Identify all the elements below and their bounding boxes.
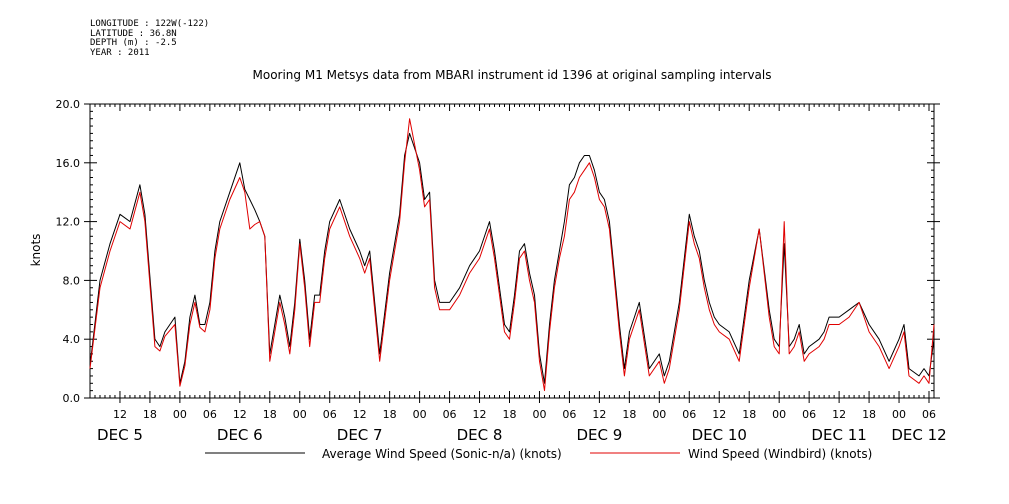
legend-label-1: Average Wind Speed (Sonic-n/a) (knots) bbox=[322, 447, 562, 461]
hour-tick-label: 18 bbox=[622, 408, 636, 421]
hour-tick-label: 18 bbox=[742, 408, 756, 421]
y-tick-label: 20.0 bbox=[56, 98, 81, 111]
hour-tick-label: 18 bbox=[862, 408, 876, 421]
metadata-block: LONGITUDE : 122W(-122) LATITUDE : 36.8N … bbox=[90, 19, 210, 58]
day-label: DEC 5 bbox=[97, 426, 143, 444]
hour-tick-label: 18 bbox=[263, 408, 277, 421]
hour-tick-label: 06 bbox=[323, 408, 337, 421]
y-tick-label: 12.0 bbox=[56, 216, 81, 229]
x-axis: 12 18 00 06 12 18 00 06 12 18 00 06 12 18 00 06 12 18 00 06… bbox=[89, 104, 947, 444]
y-tick-label: 0.0 bbox=[63, 392, 81, 405]
y-axis: 0.0 4.0 8.0 12.0 16.0 20.0 bbox=[56, 98, 940, 405]
legend-label-2: Wind Speed (Windbird) (knots) bbox=[688, 447, 872, 461]
legend: Average Wind Speed (Sonic-n/a) (knots) Wi… bbox=[205, 447, 872, 461]
hour-tick-label: 12 bbox=[712, 408, 726, 421]
hour-tick-label: 12 bbox=[353, 408, 367, 421]
hour-tick-label: 00 bbox=[293, 408, 307, 421]
day-label: DEC 10 bbox=[692, 426, 747, 444]
day-label: DEC 9 bbox=[576, 426, 622, 444]
hour-tick-label: 00 bbox=[173, 408, 187, 421]
series-line-2 bbox=[89, 118, 935, 392]
hour-tick-label: 12 bbox=[832, 408, 846, 421]
series-group bbox=[89, 118, 935, 392]
hour-tick-label: 18 bbox=[383, 408, 397, 421]
hour-tick-label: 06 bbox=[203, 408, 217, 421]
year-label: YEAR : 2011 bbox=[90, 47, 150, 58]
hour-tick-label: 18 bbox=[143, 408, 157, 421]
hour-tick-label: 06 bbox=[562, 408, 576, 421]
hour-tick-label: 12 bbox=[473, 408, 487, 421]
series-line-1 bbox=[89, 132, 935, 384]
hour-tick-label: 00 bbox=[652, 408, 666, 421]
day-label: DEC 7 bbox=[337, 426, 383, 444]
hour-tick-label: 06 bbox=[922, 408, 936, 421]
latitude-label: LATITUDE : 36.8N bbox=[90, 28, 177, 39]
y-tick-label: 4.0 bbox=[63, 333, 81, 346]
day-label: DEC 8 bbox=[457, 426, 503, 444]
day-label: DEC 11 bbox=[811, 426, 866, 444]
hour-tick-label: 00 bbox=[532, 408, 546, 421]
hour-tick-label: 00 bbox=[413, 408, 427, 421]
y-tick-label: 16.0 bbox=[56, 157, 81, 170]
longitude-label: LONGITUDE : 122W(-122) bbox=[90, 19, 210, 29]
hour-tick-label: 12 bbox=[233, 408, 247, 421]
chart-title: Mooring M1 Metsys data from MBARI instru… bbox=[253, 68, 772, 82]
hour-tick-label: 18 bbox=[503, 408, 517, 421]
hour-tick-label: 06 bbox=[802, 408, 816, 421]
hour-tick-label: 12 bbox=[113, 408, 127, 421]
hour-tick-label: 06 bbox=[682, 408, 696, 421]
depth-label: DEPTH (m) : -2.5 bbox=[90, 38, 177, 48]
day-label: DEC 6 bbox=[217, 426, 263, 444]
y-axis-label: knots bbox=[29, 234, 43, 267]
hour-tick-label: 00 bbox=[772, 408, 786, 421]
hour-tick-label: 06 bbox=[443, 408, 457, 421]
hour-tick-label: 00 bbox=[892, 408, 906, 421]
hour-tick-label: 12 bbox=[592, 408, 606, 421]
y-tick-label: 8.0 bbox=[63, 274, 81, 287]
day-label: DEC 12 bbox=[891, 426, 946, 444]
